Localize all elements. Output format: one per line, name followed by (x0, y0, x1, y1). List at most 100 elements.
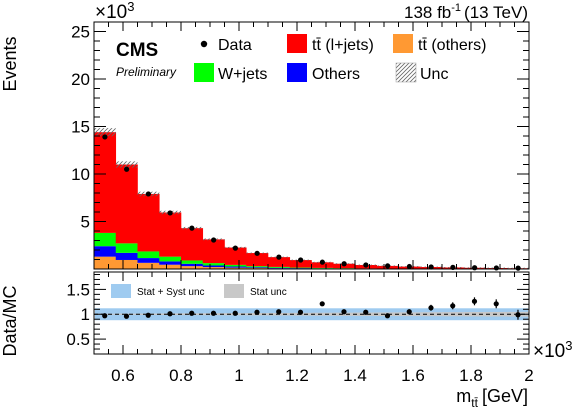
ratio-point-7 (254, 309, 260, 315)
x-tick-label: 0.8 (169, 366, 193, 385)
unc-hatch-1 (115, 161, 138, 168)
legend-wjets-swatch (194, 63, 214, 82)
ratio-y-tick-label: 0.5 (66, 330, 90, 349)
cms-label: CMS (116, 40, 158, 61)
ratio-point-3 (167, 311, 173, 317)
bar-1-6 (224, 266, 247, 268)
bar-2-1 (115, 243, 138, 253)
ratio-point-8 (276, 309, 282, 315)
bar-1-5 (202, 265, 225, 268)
bar-2-5 (202, 263, 225, 266)
legend-unc-label: Unc (420, 66, 448, 83)
data-point-0 (102, 134, 108, 140)
legend-data-marker (200, 40, 208, 48)
ratio-point-13 (384, 313, 391, 319)
ratio-point-12 (363, 309, 369, 315)
ratio-legend-band-swatch (111, 284, 131, 298)
legend-others-label: Others (312, 66, 360, 83)
x-tick-label: 1.4 (343, 366, 367, 385)
data-point-19 (515, 265, 521, 271)
data-point-6 (232, 245, 238, 251)
ratio-point-5 (210, 310, 217, 316)
ratio-point-1 (123, 313, 130, 319)
ratio-legend: Stat + Syst unc Stat unc (111, 284, 287, 298)
x-tick-label: 2 (524, 366, 533, 385)
ratio-point-2 (145, 312, 151, 318)
bar-3-6 (224, 247, 247, 265)
bar-2-8 (268, 266, 291, 268)
bar-0-5 (202, 267, 225, 269)
ratio-point-17 (471, 298, 478, 304)
bar-1-1 (115, 252, 138, 260)
x-axis-label: mtt̄ [GeV] (456, 386, 528, 410)
bar-2-4 (181, 260, 204, 264)
ratio-plot (94, 297, 529, 321)
data-point-1 (124, 166, 130, 172)
y-multiplier-label: ×103 (95, 0, 134, 23)
ratio-point-4 (189, 310, 195, 316)
bar-1-2 (137, 258, 160, 263)
bar-1-3 (159, 261, 182, 265)
ratio-y-tick-label: 1.5 (66, 280, 90, 299)
bar-0-1 (115, 259, 138, 269)
bar-1-4 (181, 263, 204, 267)
bar-3-3 (159, 212, 182, 257)
data-point-3 (167, 210, 173, 216)
bar-2-3 (159, 256, 182, 262)
bar-3-9 (289, 260, 312, 268)
data-point-7 (254, 250, 260, 256)
data-point-9 (298, 257, 304, 263)
data-point-2 (145, 191, 151, 197)
bar-1-7 (246, 267, 269, 269)
y-axis-label: Events (0, 36, 20, 91)
x-tick-label: 1 (234, 366, 243, 385)
bar-3-10 (311, 262, 334, 268)
ratio-point-16 (450, 303, 456, 309)
ratio-point-10 (319, 301, 325, 307)
bar-0-3 (159, 264, 182, 269)
data-point-8 (276, 254, 282, 260)
legend-ttbar-others-label: tt̄ (others) (418, 37, 486, 54)
data-point-12 (363, 262, 369, 268)
bar-3-1 (115, 164, 138, 244)
legend-ttbar-ljets-label: tt̄ (l+jets) (312, 37, 374, 54)
main-plot (94, 128, 530, 271)
data-point-11 (341, 261, 347, 267)
data-point-18 (493, 265, 499, 271)
legend-ttbar-ljets-swatch (287, 34, 307, 53)
bar-3-7 (246, 253, 269, 267)
ratio-point-9 (297, 309, 304, 315)
ratio-stat-band-10 (311, 312, 334, 316)
y-tick-label: 10 (71, 165, 90, 184)
legend-data-label: Data (218, 37, 252, 54)
y-tick-label: 20 (71, 70, 90, 89)
data-point-15 (428, 264, 434, 270)
ratio-point-11 (341, 309, 347, 315)
ratio-legend-stat-label: Stat unc (250, 287, 287, 298)
bar-2-9 (289, 267, 312, 269)
ratio-y-tick-label: 1 (81, 305, 90, 324)
legend-wjets-label: W+jets (218, 66, 267, 83)
bar-2-0 (94, 232, 117, 247)
legend-ttbar-others-swatch (393, 34, 413, 53)
ratio-point-14 (406, 309, 412, 315)
legend: Data tt̄ (l+jets) tt̄ (others) W+jets Ot… (194, 34, 486, 83)
bar-0-0 (94, 256, 117, 269)
y-tick-label: 5 (81, 213, 90, 232)
y-tick-label: 25 (71, 23, 90, 42)
bar-0-4 (181, 266, 204, 269)
data-point-14 (406, 263, 412, 270)
x-tick-label: 1.8 (459, 366, 483, 385)
bar-2-2 (137, 251, 160, 259)
data-point-17 (472, 265, 478, 271)
ratio-y-axis-label: Data/MC (0, 285, 20, 356)
lumi-label: 138 fb-1 (13 TeV) (404, 2, 528, 22)
bar-3-4 (181, 228, 204, 261)
bar-3-8 (268, 257, 291, 267)
y-tick-label: 15 (71, 118, 90, 137)
legend-others-swatch (287, 63, 307, 82)
ratio-point-15 (428, 305, 434, 311)
bar-1-8 (268, 267, 291, 269)
